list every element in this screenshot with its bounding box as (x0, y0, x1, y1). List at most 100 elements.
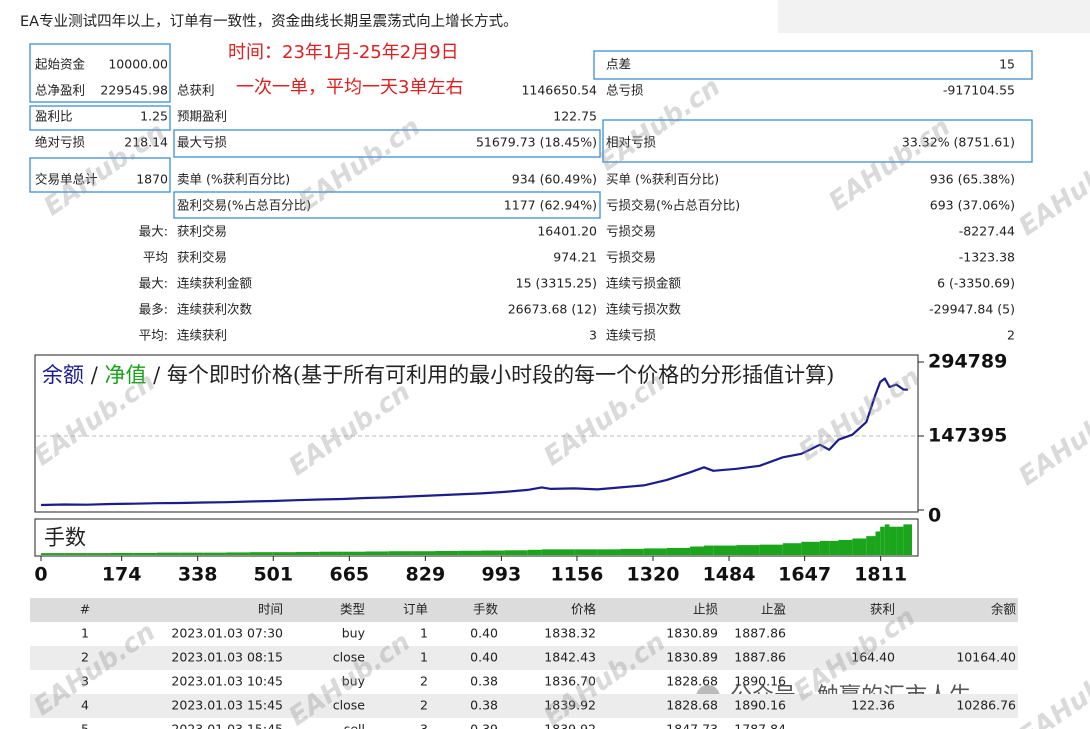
table-header: 手数 (473, 602, 499, 617)
summary-label: 盈利比 (35, 109, 73, 124)
table-cell: 2023.01.03 08:15 (171, 650, 283, 665)
volume-bar (819, 540, 830, 555)
volume-bar (319, 551, 343, 555)
table-cell: 1887.86 (734, 650, 786, 665)
table-cell: 0.40 (470, 626, 498, 641)
summary-value: 15 (999, 57, 1015, 72)
summary-label: 亏损交易(%占总百分比) (606, 198, 740, 213)
summary-value: 974.21 (553, 250, 597, 265)
volume-bar (249, 552, 273, 555)
balance-line (40, 377, 909, 507)
table-cell: 2023.01.03 15:45 (171, 698, 283, 713)
table-cell: 10286.76 (956, 698, 1016, 713)
volume-bar (64, 553, 88, 555)
summary-label: 总亏损 (606, 83, 644, 98)
volume-bar (435, 550, 459, 555)
table-cell: 1890.16 (734, 698, 786, 713)
summary-label: 获利交易 (177, 250, 227, 265)
volume-bar (597, 549, 621, 555)
volume-bar (458, 550, 482, 555)
watermark: EAHub.cn (39, 117, 171, 222)
summary-label: 最大: (139, 224, 168, 239)
summary-value: 2 (1007, 328, 1015, 343)
summary-label: 最大: (139, 276, 168, 291)
volume-bar (481, 550, 505, 555)
summary-value: 693 (37.06%) (930, 198, 1015, 213)
volume-bar (272, 552, 296, 555)
summary-label: 连续获利 (177, 328, 227, 343)
table-row-bg (30, 694, 1018, 718)
summary-value: -29947.84 (5) (929, 302, 1015, 317)
table-cell: 3 (420, 722, 428, 729)
volume-bar (296, 551, 320, 555)
table-cell: 1830.89 (666, 650, 718, 665)
volume-bar (620, 548, 644, 555)
x-tick-label: 501 (253, 564, 293, 586)
volume-bar (180, 552, 204, 555)
summary-value: -917104.55 (943, 83, 1015, 98)
volume-bar (704, 545, 714, 555)
table-cell: 0.40 (470, 650, 498, 665)
highlight-box (602, 119, 1033, 163)
legend-separator: / (153, 363, 161, 387)
summary-label: 连续获利金额 (177, 276, 253, 291)
summary-label: 最大亏损 (177, 135, 228, 150)
table-cell: 164.40 (851, 650, 895, 665)
summary-label: 相对亏损 (606, 135, 657, 150)
table-cell: 1890.16 (734, 674, 786, 689)
summary-value: 15 (3315.25) (516, 276, 597, 291)
table-cell: 1838.32 (544, 626, 596, 641)
volume-bar (884, 524, 890, 555)
volume-bar (643, 548, 667, 555)
table-cell: 0.38 (470, 674, 498, 689)
summary-label: 总净盈利 (35, 83, 85, 98)
x-tick-label: 1647 (778, 564, 831, 586)
volume-bar (342, 551, 366, 555)
table-header: 止损 (693, 602, 719, 617)
volume-bar (504, 550, 528, 555)
table-cell: 1847.73 (666, 722, 718, 729)
table-cell: 1 (420, 626, 428, 641)
table-cell: close (333, 698, 366, 713)
summary-value: 122.75 (553, 109, 597, 124)
volume-bar (411, 551, 436, 555)
table-cell: 0.38 (470, 698, 498, 713)
volume-bar (801, 541, 820, 555)
summary-value: 16401.20 (537, 224, 597, 239)
volume-bar (388, 551, 412, 555)
table-cell: 2 (420, 674, 428, 689)
volume-bar (226, 552, 250, 555)
volume-bar (574, 549, 598, 555)
table-cell: close (333, 650, 366, 665)
volume-bar (852, 538, 867, 555)
volume-bar (365, 551, 389, 555)
summary-label: 亏损交易 (606, 224, 656, 239)
table-cell: 2023.01.03 07:30 (171, 626, 283, 641)
x-tick-label: 338 (178, 564, 218, 586)
summary-value: -1323.38 (959, 250, 1015, 265)
table-cell: 1828.68 (666, 674, 718, 689)
y-tick-label: 0 (928, 505, 941, 527)
summary-value: 6 (-3350.69) (937, 276, 1015, 291)
table-cell: 5 (81, 722, 89, 729)
summary-value: 51679.73 (18.45%) (476, 135, 597, 150)
table-header: 止盈 (761, 602, 786, 617)
chart-frame (34, 354, 919, 513)
summary-label: 绝对亏损 (35, 135, 86, 150)
summary-value: 3 (589, 328, 597, 343)
summary-label: 交易单总计 (35, 172, 98, 187)
header-note: EA专业测试四年以上，订单有一致性，资金曲线长期呈震荡式向上增长方式。 (20, 13, 518, 30)
table-cell: 2 (81, 650, 89, 665)
summary-value: 1870 (136, 172, 168, 187)
table-cell: 1830.89 (666, 626, 718, 641)
top-panel (778, 0, 1090, 33)
x-tick-label: 665 (329, 564, 369, 586)
volume-bar (713, 545, 737, 555)
watermark: EAHub.cn (294, 112, 426, 217)
highlight-box (29, 157, 171, 193)
table-cell: 2 (420, 698, 428, 713)
table-cell: 4 (81, 698, 89, 713)
table-header: 获利 (870, 602, 895, 617)
annotation: 一次一单，平均一天3单左右 (236, 77, 463, 98)
